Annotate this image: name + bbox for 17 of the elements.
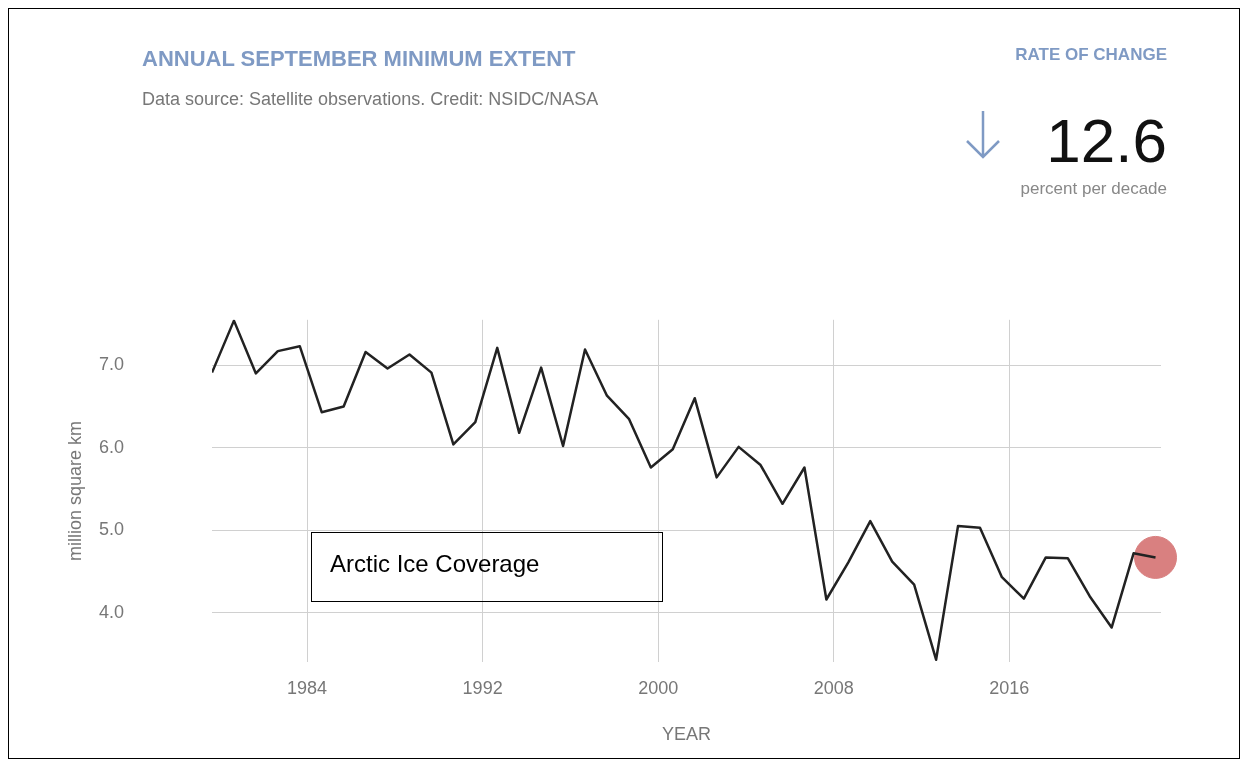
- text: percent per decade: [1020, 179, 1167, 199]
- x-tick-label: 1992: [462, 677, 503, 698]
- y-tick-label: 4.0: [98, 601, 124, 622]
- y-tick-label: 7.0: [98, 354, 124, 375]
- chart-title: ANNUAL SEPTEMBER MINIMUM EXTENT: [142, 46, 576, 72]
- annotation: Arctic Ice Coverage: [330, 550, 540, 578]
- y-axis-title: million square km: [64, 420, 85, 562]
- chart-subtitle: Data source: Satellite observations. Credit: NSIDC/NASA: [142, 89, 599, 110]
- y-tick-label: 6.0: [98, 436, 124, 457]
- text: RATE OF CHANGE: [1015, 45, 1167, 65]
- x-tick-label: 2016: [989, 677, 1030, 698]
- x-tick-label: 2008: [813, 677, 854, 698]
- x-axis-title: YEAR: [661, 724, 712, 745]
- y-tick-label: 5.0: [98, 519, 124, 540]
- text: 12.6: [1046, 106, 1167, 175]
- x-tick-label: 1984: [287, 677, 328, 698]
- x-tick-label: 2000: [638, 677, 679, 698]
